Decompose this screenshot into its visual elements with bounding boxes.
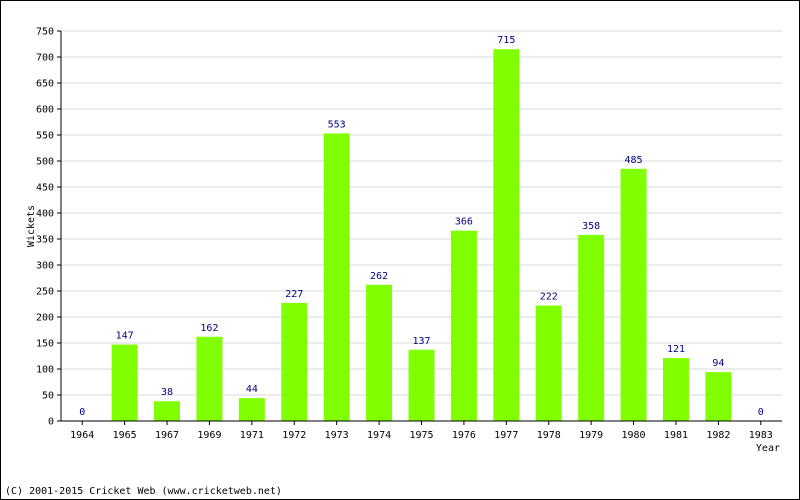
bar — [323, 133, 350, 421]
x-tick-label: 1975 — [409, 430, 433, 441]
y-axis-title: Wickets — [26, 205, 37, 247]
x-tick-label: 1979 — [579, 430, 603, 441]
y-tick-label: 250 — [36, 287, 54, 298]
x-tick-label: 1983 — [749, 430, 773, 441]
data-label: 227 — [285, 289, 303, 300]
x-tick-label: 1980 — [622, 430, 646, 441]
x-tick-label: 1969 — [197, 430, 221, 441]
bar — [196, 336, 223, 421]
y-tick-label: 100 — [36, 365, 54, 376]
y-tick-label: 50 — [42, 391, 54, 402]
x-tick-label: 1964 — [70, 430, 94, 441]
data-label: 94 — [712, 358, 724, 369]
y-tick-label: 200 — [36, 313, 54, 324]
y-tick-label: 300 — [36, 261, 54, 272]
data-label: 262 — [370, 271, 388, 282]
bar — [450, 230, 477, 421]
x-tick-label: 1974 — [367, 430, 391, 441]
x-tick-label: 1982 — [706, 430, 730, 441]
y-tick-label: 750 — [36, 27, 54, 38]
bar — [154, 401, 181, 421]
data-label: 366 — [455, 217, 473, 228]
data-label: 485 — [625, 155, 643, 166]
bar — [408, 349, 435, 421]
data-label: 137 — [412, 336, 430, 347]
bar — [705, 372, 732, 421]
x-tick-label: 1976 — [452, 430, 476, 441]
y-tick-label: 350 — [36, 235, 54, 246]
x-tick-label: 1973 — [325, 430, 349, 441]
x-tick-label: 1971 — [240, 430, 264, 441]
data-label: 162 — [200, 323, 218, 334]
x-tick-label: 1972 — [282, 430, 306, 441]
x-axis-title: Year — [756, 443, 780, 454]
bar — [111, 344, 138, 421]
x-tick-label: 1981 — [664, 430, 688, 441]
data-label: 147 — [116, 331, 134, 342]
data-label: 358 — [582, 221, 600, 232]
data-label: 553 — [328, 119, 346, 130]
x-tick-label: 1977 — [494, 430, 518, 441]
y-tick-label: 450 — [36, 183, 54, 194]
x-tick-label: 1978 — [537, 430, 561, 441]
y-tick-label: 0 — [48, 417, 54, 428]
x-tick-label: 1967 — [155, 430, 179, 441]
data-label: 0 — [79, 407, 85, 418]
bar — [662, 358, 689, 421]
x-tick-label: 1965 — [113, 430, 137, 441]
data-label: 44 — [246, 384, 258, 395]
data-label: 38 — [161, 387, 173, 398]
data-label: 121 — [667, 344, 685, 355]
y-tick-label: 400 — [36, 209, 54, 220]
copyright-footer: (C) 2001-2015 Cricket Web (www.cricketwe… — [5, 486, 282, 497]
bar — [238, 398, 265, 421]
bar — [578, 234, 605, 421]
y-tick-label: 500 — [36, 157, 54, 168]
y-tick-label: 700 — [36, 53, 54, 64]
y-tick-label: 650 — [36, 79, 54, 90]
data-label: 0 — [758, 407, 764, 418]
bar — [366, 284, 393, 421]
bar — [493, 49, 520, 421]
y-tick-label: 150 — [36, 339, 54, 350]
bar — [281, 302, 308, 421]
data-label: 222 — [540, 292, 558, 303]
data-label: 715 — [497, 35, 515, 46]
bar — [535, 305, 562, 421]
bar — [620, 168, 647, 421]
y-tick-label: 600 — [36, 105, 54, 116]
y-tick-label: 550 — [36, 131, 54, 142]
